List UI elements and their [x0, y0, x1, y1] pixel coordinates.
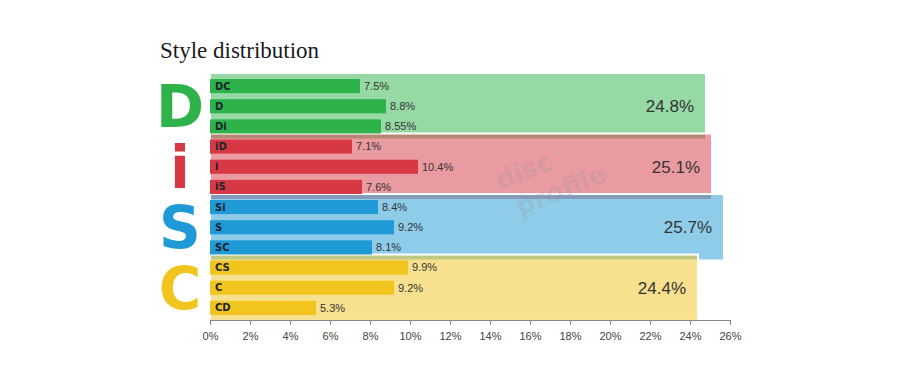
bar: [210, 261, 408, 275]
marks: [210, 73, 724, 320]
tick-label: 6%: [323, 330, 339, 342]
tick-mark: [530, 320, 531, 325]
tick-label: 16%: [519, 330, 541, 342]
labels: DCDDiiDiiSSiSSCCSCCD7.5%8.8%8.55%7.1%10.…: [156, 73, 712, 323]
tick-mark: [290, 320, 291, 325]
chart: Style distributionDCDDiiDiiSSiSSCCSCCD7.…: [0, 0, 900, 385]
bar: [210, 79, 360, 93]
tick: 20%: [599, 320, 621, 342]
tick-mark: [610, 320, 611, 325]
tick: 4%: [283, 320, 299, 342]
category-label: S: [215, 222, 222, 233]
group-label: 25.7%: [664, 218, 712, 237]
group-label: 24.4%: [638, 279, 686, 298]
tick: 22%: [639, 320, 661, 342]
group-bar: [210, 255, 698, 320]
data-label: 8.55%: [385, 120, 416, 132]
data-label: 7.5%: [364, 80, 389, 92]
bar: [210, 119, 381, 133]
tick-mark: [410, 320, 411, 325]
category-label: Si: [215, 202, 226, 213]
tick-label: 14%: [479, 330, 501, 342]
axis-line: [211, 320, 731, 321]
tick: 26%: [719, 320, 741, 342]
data-label: 8.8%: [390, 100, 415, 112]
tick-label: 12%: [439, 330, 461, 342]
tick-label: 24%: [679, 330, 701, 342]
bar: [210, 220, 394, 234]
data-label: 9.2%: [398, 282, 423, 294]
data-label: 7.6%: [366, 181, 391, 193]
category-label: iS: [215, 181, 226, 192]
tick-label: 10%: [399, 330, 421, 342]
data-label: 5.3%: [320, 302, 345, 314]
bar: [210, 240, 372, 254]
tick-mark: [490, 320, 491, 325]
bar: [210, 180, 362, 194]
category-label: C: [215, 282, 222, 293]
tick-mark: [450, 320, 451, 325]
tick-mark: [570, 320, 571, 325]
title: Style distribution: [160, 38, 320, 63]
group-bar: [210, 73, 706, 139]
tick: 12%: [439, 320, 461, 342]
tick-mark: [730, 320, 731, 325]
watermark: profile: [511, 158, 610, 221]
tick-label: 18%: [559, 330, 581, 342]
bar: [210, 200, 378, 214]
category-label: DC: [215, 81, 231, 92]
tick-mark: [370, 320, 371, 325]
category-label: CS: [215, 262, 230, 273]
group-bar: [210, 134, 712, 200]
tick-mark: [330, 320, 331, 325]
category-label: i: [215, 161, 218, 172]
tick-mark: [650, 320, 651, 325]
tick-mark: [250, 320, 251, 325]
category-label: iD: [215, 141, 227, 152]
style-letter: i: [170, 134, 190, 202]
category-label: CD: [215, 302, 231, 313]
bar: [210, 140, 352, 154]
tick-label: 8%: [363, 330, 379, 342]
tick: 16%: [519, 320, 541, 342]
group-label: 24.8%: [646, 97, 694, 116]
tick-label: 0%: [203, 330, 219, 342]
data-label: 9.2%: [398, 221, 423, 233]
data-label: 8.1%: [376, 241, 401, 253]
tick: 2%: [243, 320, 259, 342]
tick: 18%: [559, 320, 581, 342]
data-label: 9.9%: [412, 261, 437, 273]
group-bar: [210, 194, 724, 260]
category-label: Di: [215, 121, 227, 132]
tick: 10%: [399, 320, 421, 342]
group-label: 25.1%: [652, 158, 700, 177]
category-label: SC: [215, 242, 230, 253]
data-label: 8.4%: [382, 201, 407, 213]
tick-label: 22%: [639, 330, 661, 342]
bar: [210, 281, 394, 295]
style-letter: S: [159, 194, 201, 262]
data-label: 10.4%: [422, 161, 453, 173]
tick: 0%: [203, 320, 219, 342]
tick: 6%: [323, 320, 339, 342]
x-axis: 0% 2% 4% 6% 8% 10% 12% 14% 16% 18% 20% 22% 24% 26%: [203, 320, 742, 342]
tick: 24%: [679, 320, 701, 342]
bar: [210, 160, 418, 174]
data-label: 7.1%: [356, 140, 381, 152]
tick: 14%: [479, 320, 501, 342]
bar: [210, 301, 316, 315]
tick: 8%: [363, 320, 379, 342]
tick-label: 20%: [599, 330, 621, 342]
tick-label: 26%: [719, 330, 741, 342]
style-letter: D: [156, 73, 204, 141]
category-label: D: [215, 101, 223, 112]
bar: [210, 99, 386, 113]
tick-label: 4%: [283, 330, 299, 342]
tick-label: 2%: [243, 330, 259, 342]
tick-mark: [690, 320, 691, 325]
style-letter: C: [159, 255, 202, 323]
tick-mark: [210, 320, 211, 325]
